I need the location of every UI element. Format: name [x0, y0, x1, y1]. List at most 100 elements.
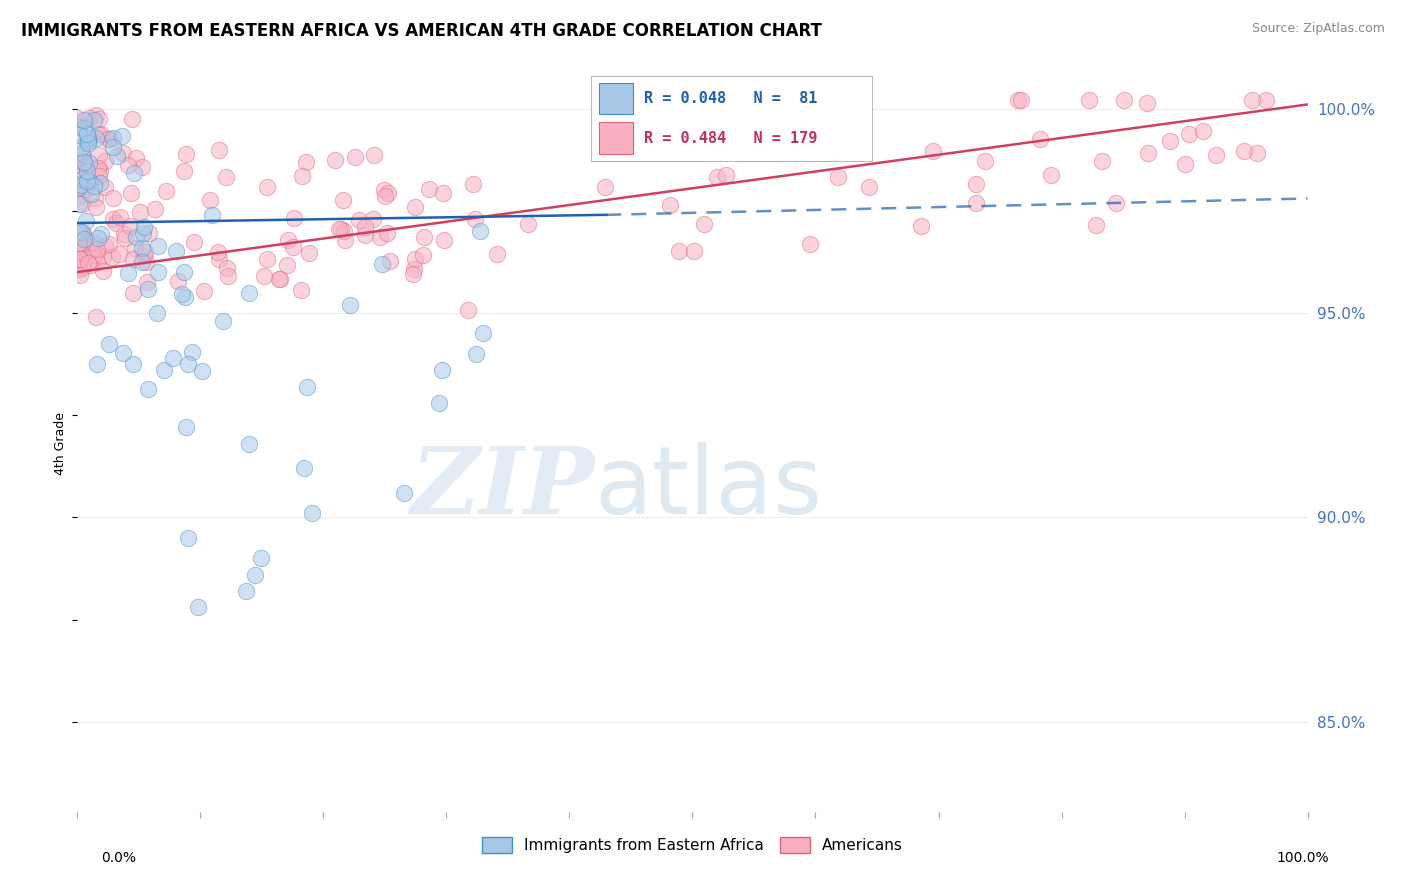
Point	[66, 173, 89, 187]
Point	[173, 164, 195, 178]
Point	[668, 244, 690, 259]
Point	[77, 241, 100, 255]
Point	[72, 228, 94, 243]
Point	[277, 234, 299, 248]
Point	[112, 145, 135, 160]
Point	[72, 234, 94, 248]
Point	[84, 200, 107, 214]
Point	[465, 347, 488, 361]
Point	[211, 314, 233, 328]
Point	[72, 156, 94, 170]
Point	[418, 182, 440, 196]
Point	[333, 224, 356, 238]
Text: Source: ZipAtlas.com: Source: ZipAtlas.com	[1251, 22, 1385, 36]
Point	[1091, 154, 1114, 169]
Point	[354, 220, 377, 235]
Point	[714, 168, 737, 182]
Point	[269, 272, 291, 286]
Point	[965, 178, 987, 192]
Bar	[599, 122, 633, 153]
Point	[132, 249, 155, 263]
Y-axis label: 4th Grade: 4th Grade	[53, 412, 67, 475]
Point	[1077, 94, 1099, 108]
Point	[97, 131, 120, 145]
Point	[91, 264, 114, 278]
Point	[659, 198, 682, 212]
Point	[117, 158, 139, 172]
Point	[177, 357, 200, 371]
Point	[77, 256, 100, 270]
Point	[174, 146, 197, 161]
Point	[217, 268, 239, 283]
Point	[70, 146, 93, 161]
Point	[215, 169, 238, 184]
Point	[103, 212, 125, 227]
Point	[374, 189, 396, 203]
Point	[86, 255, 108, 269]
Point	[87, 169, 110, 183]
Point	[200, 193, 222, 207]
Point	[371, 257, 394, 271]
Point	[125, 151, 148, 165]
Point	[120, 186, 142, 200]
Point	[121, 112, 143, 127]
Text: atlas: atlas	[595, 442, 823, 534]
Point	[93, 239, 115, 253]
Point	[1010, 94, 1032, 108]
Point	[235, 583, 257, 598]
Point	[146, 306, 169, 320]
Point	[1112, 94, 1135, 108]
Point	[373, 183, 395, 197]
Point	[294, 155, 316, 169]
Point	[75, 178, 97, 193]
Point	[76, 174, 98, 188]
Point	[79, 259, 101, 273]
Point	[290, 283, 312, 297]
Point	[101, 131, 124, 145]
Point	[333, 233, 356, 247]
Point	[67, 120, 90, 135]
Point	[402, 262, 425, 277]
Point	[1159, 134, 1181, 148]
Point	[89, 164, 111, 178]
Point	[910, 219, 932, 233]
Point	[108, 246, 131, 260]
Point	[110, 129, 132, 144]
Point	[132, 220, 155, 235]
Point	[176, 531, 198, 545]
Point	[83, 247, 105, 261]
Point	[433, 233, 456, 247]
Point	[67, 223, 90, 237]
Point	[146, 265, 169, 279]
Point	[375, 227, 398, 241]
Point	[187, 600, 209, 615]
Point	[77, 174, 100, 188]
Point	[84, 131, 107, 145]
Point	[1178, 127, 1201, 141]
Point	[208, 143, 231, 157]
Point	[267, 272, 290, 286]
Point	[132, 227, 155, 241]
Point	[485, 247, 508, 261]
Point	[1192, 124, 1215, 138]
Point	[67, 235, 90, 250]
Point	[72, 235, 94, 250]
Point	[472, 326, 495, 341]
Point	[83, 113, 105, 128]
Point	[72, 227, 94, 241]
Point	[77, 131, 100, 145]
Point	[965, 196, 987, 211]
Point	[191, 364, 214, 378]
Point	[238, 285, 260, 300]
Point	[1085, 218, 1108, 232]
Point	[413, 230, 436, 244]
Point	[76, 131, 98, 145]
Point	[67, 261, 90, 276]
Point	[73, 121, 96, 136]
Point	[73, 232, 96, 246]
Point	[402, 267, 425, 281]
Bar	[599, 83, 633, 114]
Point	[104, 216, 127, 230]
Point	[117, 267, 139, 281]
Point	[166, 244, 188, 258]
